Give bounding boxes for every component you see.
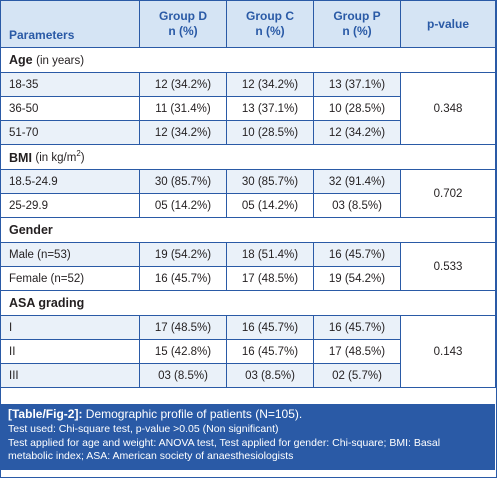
cell-group-c: 05 (14.2%) bbox=[226, 193, 314, 218]
header-parameters: Parameters bbox=[0, 0, 140, 48]
row-label: 25-29.9 bbox=[0, 193, 140, 218]
cell-group-c: 12 (34.2%) bbox=[226, 72, 314, 97]
row-label: Female (n=52) bbox=[0, 266, 140, 291]
cell-group-d: 12 (34.2%) bbox=[139, 120, 227, 145]
cell-group-c: 03 (8.5%) bbox=[226, 363, 314, 388]
cell-group-d: 03 (8.5%) bbox=[139, 363, 227, 388]
caption-title: Demographic profile of patients (N=105). bbox=[85, 407, 303, 421]
cell-group-d: 16 (45.7%) bbox=[139, 266, 227, 291]
table-caption: [Table/Fig-2]: Demographic profile of pa… bbox=[0, 404, 495, 470]
cell-group-p: 02 (5.7%) bbox=[313, 363, 401, 388]
section-unit: (in kg/m2) bbox=[35, 149, 85, 165]
section-unit-end: ) bbox=[80, 152, 85, 165]
cell-pvalue: 0.143 bbox=[400, 315, 496, 388]
table-row: II 15 (42.8%) 16 (45.7%) 17 (48.5%) bbox=[0, 339, 496, 364]
section-title-text: BMI bbox=[9, 150, 32, 165]
cell-group-c: 16 (45.7%) bbox=[226, 315, 314, 340]
table-row: III 03 (8.5%) 03 (8.5%) 02 (5.7%) bbox=[0, 363, 496, 388]
cell-group-c: 18 (51.4%) bbox=[226, 242, 314, 267]
cell-group-p: 13 (37.1%) bbox=[313, 72, 401, 97]
cell-group-d: 30 (85.7%) bbox=[139, 169, 227, 194]
row-label: Male (n=53) bbox=[0, 242, 140, 267]
row-label: 36-50 bbox=[0, 96, 140, 121]
cell-group-p: 16 (45.7%) bbox=[313, 242, 401, 267]
section-unit-sup: 2 bbox=[76, 149, 81, 159]
section-title-asa: ASA grading bbox=[0, 290, 496, 316]
table-row: Female (n=52) 16 (45.7%) 17 (48.5%) 19 (… bbox=[0, 266, 496, 291]
cell-group-d: 15 (42.8%) bbox=[139, 339, 227, 364]
table-row: I 17 (48.5%) 16 (45.7%) 16 (45.7%) 0.143 bbox=[0, 315, 496, 388]
caption-note-test: Test used: Chi-square test, p-value >0.0… bbox=[8, 423, 279, 435]
cell-group-p: 17 (48.5%) bbox=[313, 339, 401, 364]
table-row: Male (n=53) 19 (54.2%) 18 (51.4%) 16 (45… bbox=[0, 242, 496, 291]
section-title-gender: Gender bbox=[0, 217, 496, 243]
section-row-bmi: BMI (in kg/m2) bbox=[0, 144, 496, 170]
cell-group-p: 12 (34.2%) bbox=[313, 120, 401, 145]
caption-note-abbreviations: Test applied for age and weight: ANOVA t… bbox=[8, 436, 441, 463]
cell-group-c: 16 (45.7%) bbox=[226, 339, 314, 364]
cell-group-p: 10 (28.5%) bbox=[313, 96, 401, 121]
cell-group-p: 19 (54.2%) bbox=[313, 266, 401, 291]
cell-group-p: 03 (8.5%) bbox=[313, 193, 401, 218]
cell-group-p: 16 (45.7%) bbox=[313, 315, 401, 340]
table-row: 51-70 12 (34.2%) 10 (28.5%) 12 (34.2%) bbox=[0, 120, 496, 145]
section-unit-text: (in kg/m bbox=[35, 152, 77, 165]
section-row-asa: ASA grading bbox=[0, 290, 496, 316]
cell-group-d: 05 (14.2%) bbox=[139, 193, 227, 218]
cell-pvalue: 0.348 bbox=[400, 72, 496, 145]
cell-pvalue: 0.702 bbox=[400, 169, 496, 218]
row-label: III bbox=[0, 363, 140, 388]
table-row: 18.5-24.9 30 (85.7%) 30 (85.7%) 32 (91.4… bbox=[0, 169, 496, 218]
cell-group-d: 12 (34.2%) bbox=[139, 72, 227, 97]
cell-group-p: 32 (91.4%) bbox=[313, 169, 401, 194]
header-group-c-unit: n (%) bbox=[255, 24, 285, 38]
header-pvalue: p-value bbox=[400, 0, 496, 48]
cell-group-c: 17 (48.5%) bbox=[226, 266, 314, 291]
header-group-p-unit: n (%) bbox=[342, 24, 372, 38]
cell-group-c: 13 (37.1%) bbox=[226, 96, 314, 121]
section-row-gender: Gender bbox=[0, 217, 496, 243]
caption-label: [Table/Fig-2]: bbox=[8, 407, 83, 421]
section-title-age: Age (in years) bbox=[0, 47, 496, 73]
section-title-text: Age bbox=[9, 53, 33, 67]
row-label: I bbox=[0, 315, 140, 340]
row-label: 18-35 bbox=[0, 72, 140, 97]
section-title-bmi: BMI (in kg/m2) bbox=[0, 144, 496, 170]
row-label: II bbox=[0, 339, 140, 364]
cell-group-d: 17 (48.5%) bbox=[139, 315, 227, 340]
header-group-d-unit: n (%) bbox=[168, 24, 198, 38]
header-group-d-label: Group D bbox=[159, 9, 207, 23]
table-row: 18-35 12 (34.2%) 12 (34.2%) 13 (37.1%) 0… bbox=[0, 72, 496, 145]
section-unit: (in years) bbox=[36, 55, 85, 67]
cell-pvalue: 0.533 bbox=[400, 242, 496, 291]
caption-title-line: [Table/Fig-2]: Demographic profile of pa… bbox=[8, 407, 487, 422]
section-row-age: Age (in years) bbox=[0, 47, 496, 73]
header-group-p-label: Group P bbox=[333, 9, 381, 23]
cell-group-c: 30 (85.7%) bbox=[226, 169, 314, 194]
cell-group-d: 19 (54.2%) bbox=[139, 242, 227, 267]
cell-group-c: 10 (28.5%) bbox=[226, 120, 314, 145]
row-label: 18.5-24.9 bbox=[0, 169, 140, 194]
cell-group-d: 11 (31.4%) bbox=[139, 96, 227, 121]
row-label: 51-70 bbox=[0, 120, 140, 145]
header-group-c-label: Group C bbox=[246, 9, 294, 23]
